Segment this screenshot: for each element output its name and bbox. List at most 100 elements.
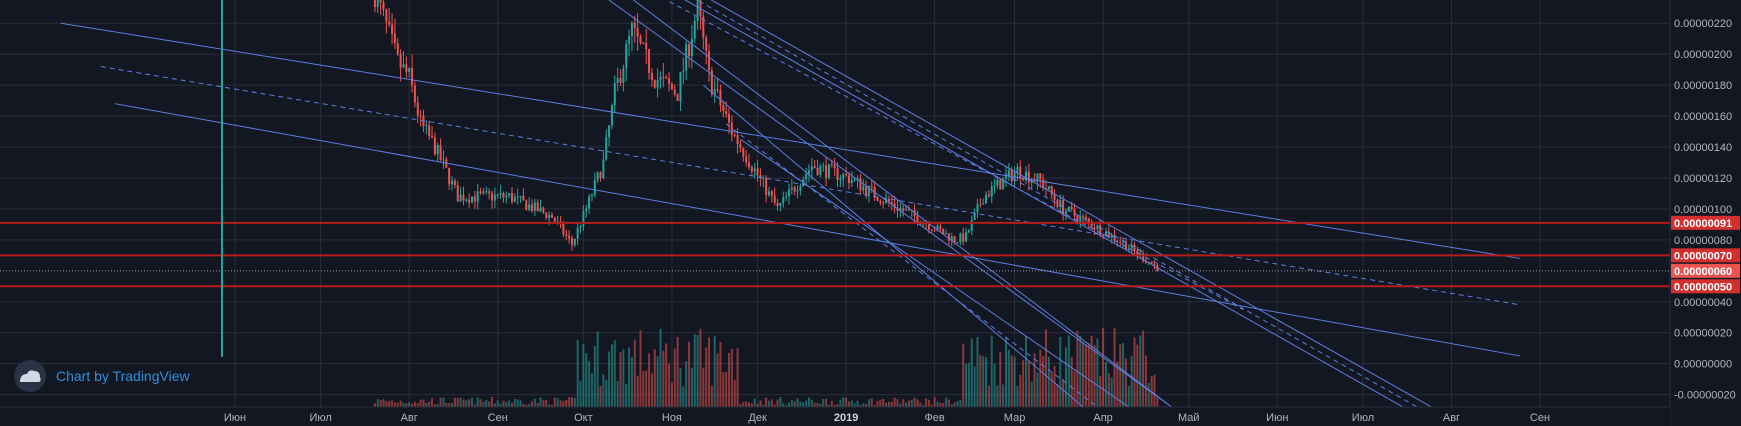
volume-bar	[745, 401, 748, 407]
trendline[interactable]	[702, 84, 1084, 408]
volume-bar	[462, 399, 465, 407]
price-level-badge	[1671, 215, 1740, 230]
candle-body	[879, 200, 882, 203]
volume-bar	[456, 397, 459, 407]
volume-bar	[636, 375, 639, 407]
candle-body	[876, 197, 879, 201]
volume-bar	[439, 397, 442, 407]
volume-bar	[702, 367, 705, 407]
volume-bar	[925, 398, 928, 407]
candle-body	[1039, 173, 1042, 180]
candle-body	[608, 125, 611, 138]
candle-body	[456, 185, 459, 202]
volume-bar	[979, 354, 982, 407]
trendlines[interactable]	[60, 0, 1521, 408]
volume-bar	[382, 399, 385, 407]
candle-body	[413, 85, 416, 103]
volume-bar	[1047, 356, 1050, 407]
candle-body	[1090, 221, 1093, 228]
price-tick-label: 0.00000000	[1674, 359, 1732, 371]
trendline[interactable]	[666, 0, 1404, 408]
volume-bar	[565, 399, 568, 407]
candle-body	[959, 233, 962, 243]
volume-bar	[425, 402, 428, 407]
tradingview-watermark[interactable]: Chart by TradingView	[14, 360, 190, 392]
volume-bar	[471, 397, 474, 407]
volume-bar	[965, 363, 968, 407]
volume-bar	[870, 398, 873, 407]
candle-body	[793, 187, 796, 192]
volume-bar	[1062, 379, 1065, 407]
candle-body	[933, 230, 936, 232]
volume-bar	[907, 400, 910, 407]
price-tick-label: 0.00000080	[1674, 235, 1732, 247]
last-price-label: 0.00000060	[1674, 266, 1732, 278]
volume-bar	[1053, 365, 1056, 407]
trendline[interactable]	[698, 0, 1432, 408]
volume-bar	[1110, 377, 1113, 407]
volume-bar	[1039, 349, 1042, 407]
volume-bar	[619, 352, 622, 407]
candle-body	[1005, 176, 1008, 179]
volume-bar	[708, 337, 711, 407]
volume-bar	[399, 400, 402, 407]
volume-bar	[416, 403, 419, 407]
volume-bar	[802, 402, 805, 407]
candle-body	[748, 162, 751, 168]
trendline[interactable]	[114, 103, 1521, 357]
candle-body	[1133, 244, 1136, 251]
price-tick-label: 0.00000200	[1674, 49, 1732, 61]
volume-bar	[562, 401, 565, 407]
volume-bar	[668, 363, 671, 407]
candle-body	[813, 166, 816, 169]
volume-bar	[1030, 381, 1033, 407]
volume-bar	[865, 403, 868, 407]
trendline[interactable]	[638, 0, 1244, 310]
trendline[interactable]	[566, 0, 1172, 408]
volume-bar	[959, 399, 962, 407]
volume-bar	[1064, 347, 1067, 407]
price-axis[interactable]: 0.00000220 0.00000200 0.00000180 0.00000160…	[1674, 18, 1736, 401]
candle-body	[425, 124, 428, 126]
candle-body	[656, 80, 659, 88]
price-tick-label: 0.00000180	[1674, 80, 1732, 92]
volume-bar	[630, 356, 633, 407]
volume-bar	[1056, 384, 1059, 407]
trendline[interactable]	[725, 123, 1098, 408]
candle-body	[1084, 217, 1087, 219]
horizontal-gridlines	[0, 22, 1670, 396]
volume-bar	[442, 397, 445, 407]
candle-body	[839, 178, 842, 181]
candle-body	[899, 208, 902, 211]
volume-bar	[476, 397, 479, 407]
volume-bar	[967, 362, 970, 407]
volume-bar	[896, 399, 899, 407]
candle-body	[1087, 218, 1090, 222]
volume-bar	[539, 397, 542, 407]
volume-bar	[970, 338, 973, 407]
candle-body	[468, 199, 471, 203]
candle-body	[653, 79, 656, 88]
candle-body	[770, 191, 773, 196]
candle-body	[856, 178, 859, 180]
volume-bar	[1142, 330, 1145, 407]
candle-body	[602, 159, 605, 178]
horizontal-price-levels[interactable]	[0, 221, 1670, 288]
trendline[interactable]	[740, 138, 1130, 408]
trendline[interactable]	[100, 66, 1521, 306]
candle-body	[459, 194, 462, 202]
trendline[interactable]	[683, 0, 1418, 408]
volume-bar	[391, 400, 394, 407]
trendline[interactable]	[60, 22, 1521, 259]
candle-body	[462, 194, 465, 201]
candle-body	[756, 168, 759, 176]
time-tick-label: Июн	[1266, 412, 1288, 424]
candle-body	[702, 16, 705, 38]
volume-bar	[436, 403, 439, 407]
price-tick-label: -0.00000020	[1674, 390, 1736, 402]
volume-bar	[916, 399, 919, 407]
candle-body	[999, 179, 1002, 190]
time-axis[interactable]: Июн Июл Авг Сен Окт Ноя Дек 2019 Фев Мар Апр Май Июн…	[224, 412, 1550, 424]
trendline[interactable]	[623, 0, 1172, 408]
